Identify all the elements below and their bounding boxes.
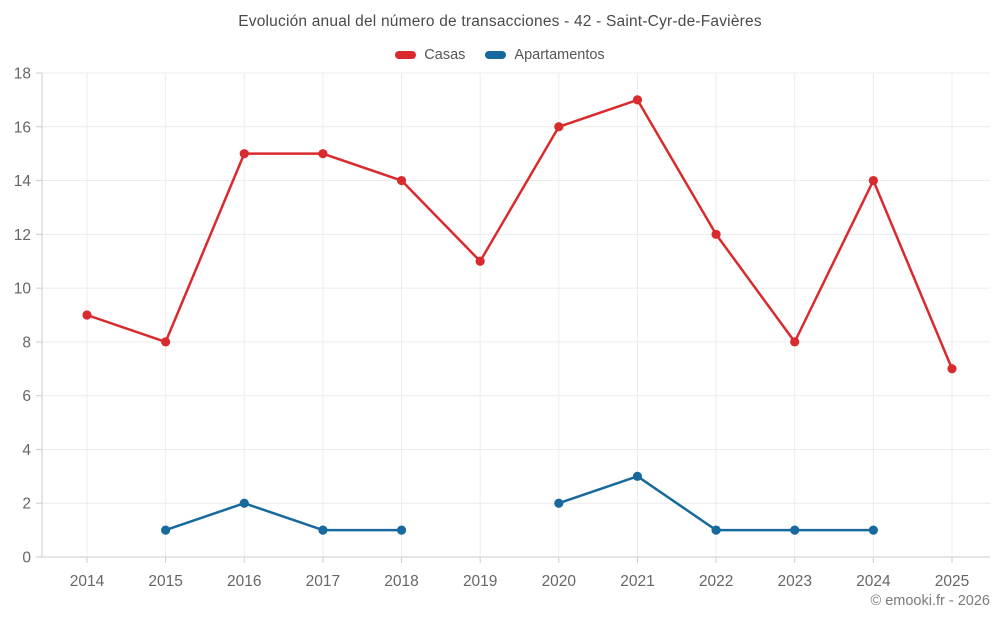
point-apartamentos-2015[interactable] <box>161 525 171 535</box>
x-axis-label: 2017 <box>306 573 340 590</box>
point-apartamentos-2021[interactable] <box>632 471 643 481</box>
y-axis-label: 4 <box>22 442 31 459</box>
y-axis-label: 12 <box>14 227 31 244</box>
point-casas-2017[interactable] <box>318 149 328 159</box>
point-casas-2020[interactable] <box>554 122 564 132</box>
point-apartamentos-2018[interactable] <box>396 525 407 535</box>
y-axis-label: 10 <box>14 281 32 298</box>
y-axis-label: 16 <box>14 119 31 136</box>
series-line-casas <box>85 98 954 371</box>
x-axis-label: 2025 <box>935 573 969 590</box>
x-axis-label: 2021 <box>620 573 654 590</box>
point-casas-2016[interactable] <box>239 149 249 159</box>
point-apartamentos-2017[interactable] <box>318 525 328 535</box>
point-casas-2015[interactable] <box>161 337 171 347</box>
y-axis-label: 18 <box>14 66 31 83</box>
point-apartamentos-2022[interactable] <box>711 525 721 535</box>
y-axis-label: 8 <box>22 334 31 351</box>
x-axis-label: 2020 <box>542 573 577 590</box>
legend-swatch-casas <box>395 51 417 59</box>
point-casas-2023[interactable] <box>790 337 800 347</box>
point-apartamentos-2016[interactable] <box>239 498 249 508</box>
x-axis-label: 2016 <box>227 573 261 590</box>
legend-label: Apartamentos <box>514 47 605 63</box>
legend: Casas Apartamentos <box>0 47 1000 63</box>
legend-item-apartamentos[interactable]: Apartamentos <box>485 47 605 63</box>
point-casas-2022[interactable] <box>711 229 721 239</box>
x-axis-label: 2023 <box>777 573 811 590</box>
y-axis-label: 2 <box>22 496 31 513</box>
point-casas-2019[interactable] <box>475 256 485 266</box>
x-axis-label: 2019 <box>463 573 497 590</box>
point-casas-2018[interactable] <box>396 175 407 186</box>
x-axis-label: 2015 <box>148 573 182 590</box>
x-axis-label: 2018 <box>384 573 418 590</box>
legend-item-casas[interactable]: Casas <box>395 47 465 63</box>
point-apartamentos-2023[interactable] <box>790 525 800 535</box>
x-axis-label: 2022 <box>699 573 733 590</box>
point-apartamentos-2020[interactable] <box>554 498 564 508</box>
point-casas-2021[interactable] <box>632 95 643 105</box>
x-axis-label: 2014 <box>70 573 105 590</box>
x-axis-label: 2024 <box>856 573 891 590</box>
legend-swatch-apartamentos <box>485 51 507 59</box>
y-axis-label: 14 <box>14 173 32 190</box>
copyright: © emooki.fr - 2026 <box>870 593 990 609</box>
chart-title: Evolución anual del número de transaccio… <box>238 13 762 30</box>
point-casas-2014[interactable] <box>82 310 92 320</box>
series-line-apartamentos <box>164 501 403 532</box>
point-casas-2024[interactable] <box>868 175 878 186</box>
y-axis-label: 6 <box>22 388 31 405</box>
legend-label: Casas <box>424 47 466 63</box>
point-apartamentos-2024[interactable] <box>868 525 878 535</box>
point-casas-2025[interactable] <box>947 364 957 374</box>
y-axis-label: 0 <box>22 550 31 567</box>
